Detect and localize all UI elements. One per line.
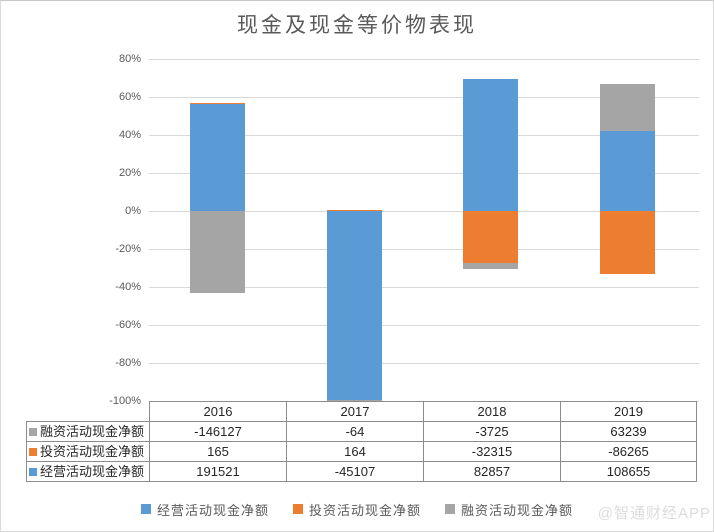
table-row: 经营活动现金净额 191521 -45107 82857 108655 <box>26 461 697 482</box>
legend-label: 经营活动现金净额 <box>156 502 269 518</box>
bar-segment <box>600 131 656 211</box>
data-table-header: 2016 2017 2018 2019 <box>27 401 697 422</box>
legend-swatch <box>292 504 303 514</box>
row-series-swatch <box>29 467 37 476</box>
bar-segment <box>600 84 656 132</box>
grid-line <box>149 173 699 174</box>
bar-segment <box>463 78 519 211</box>
table-value-cell: 164 <box>286 441 424 462</box>
bar-segment <box>463 262 519 269</box>
legend-item: 投资活动现金净额 <box>292 500 421 519</box>
grid-line <box>149 97 699 98</box>
bar-segment <box>463 211 519 263</box>
table-value-cell: 63239 <box>560 421 697 442</box>
table-row-label: 融资活动现金净额 <box>26 421 150 442</box>
grid-line <box>149 363 699 364</box>
watermark: @智通财经APP <box>597 505 711 522</box>
legend-item: 融资活动现金净额 <box>445 500 573 519</box>
y-axis-tick-label: 20% <box>118 167 141 179</box>
chart-title: 现金及现金等价物表现 <box>237 14 477 37</box>
legend-item: 经营活动现金净额 <box>140 500 269 519</box>
y-axis-tick-label: 40% <box>118 129 141 141</box>
table-year-header: 2018 <box>423 401 561 422</box>
table-row-label: 投资活动现金净额 <box>26 441 150 462</box>
row-series-swatch <box>29 427 37 436</box>
bar-segment <box>189 211 245 294</box>
y-axis-tick-label: -60% <box>115 319 141 331</box>
bar-segment <box>189 103 245 211</box>
legend-swatch <box>445 504 455 514</box>
table-value-cell: 191521 <box>149 461 287 482</box>
bar-segment <box>326 400 382 402</box>
y-axis-tick-label: 0% <box>125 205 141 217</box>
legend: 经营活动现金净额 投资活动现金净额 融资活动现金净额 <box>1 500 713 518</box>
bar-segment <box>326 211 382 401</box>
table-value-cell: -32315 <box>423 441 561 462</box>
legend-label: 投资活动现金净额 <box>308 502 421 518</box>
grid-line <box>149 59 699 60</box>
table-value-cell: -86265 <box>560 441 697 462</box>
table-row-label: 经营活动现金净额 <box>26 461 150 482</box>
table-row: 投资活动现金净额 165 164 -32315 -86265 <box>26 441 697 462</box>
table-value-cell: 165 <box>149 441 287 462</box>
data-table: 2016 2017 2018 2019 融资活动现金净额 -146127 -64 -3725… <box>26 401 697 482</box>
y-axis-tick-label: 80% <box>118 53 141 65</box>
bar-segment <box>326 210 382 212</box>
y-axis-tick-label: -80% <box>115 357 141 369</box>
y-axis-tick-label: -100% <box>109 395 141 407</box>
table-value-cell: -64 <box>286 421 424 442</box>
table-year-header: 2019 <box>560 401 697 422</box>
legend-label: 融资活动现金净额 <box>461 502 574 518</box>
grid-line <box>149 211 699 212</box>
y-axis-tick-label: -20% <box>115 243 141 255</box>
table-year-header: 2017 <box>286 401 424 422</box>
table-year-header: 2016 <box>149 401 287 422</box>
row-series-swatch <box>29 447 37 456</box>
grid-line <box>149 249 699 250</box>
table-value-cell: 82857 <box>423 461 561 482</box>
table-value-cell: -3725 <box>423 421 561 442</box>
grid-line <box>149 135 699 136</box>
grid-line <box>149 325 699 326</box>
bar-segment <box>189 103 245 105</box>
table-row: 融资活动现金净额 -146127 -64 -3725 63239 <box>26 421 697 442</box>
y-axis-tick-label: 60% <box>118 91 141 103</box>
table-value-cell: -146127 <box>149 421 287 442</box>
table-value-cell: 108655 <box>560 461 697 482</box>
table-value-cell: -45107 <box>286 461 424 482</box>
table-corner-cell <box>27 402 150 422</box>
legend-swatch <box>140 504 151 514</box>
data-table-body: 融资活动现金净额 -146127 -64 -3725 63239 投资活动现金净额 165 1… <box>26 421 697 482</box>
grid-line <box>149 287 699 288</box>
y-axis-tick-label: -40% <box>115 281 141 293</box>
bar-segment <box>600 211 656 275</box>
